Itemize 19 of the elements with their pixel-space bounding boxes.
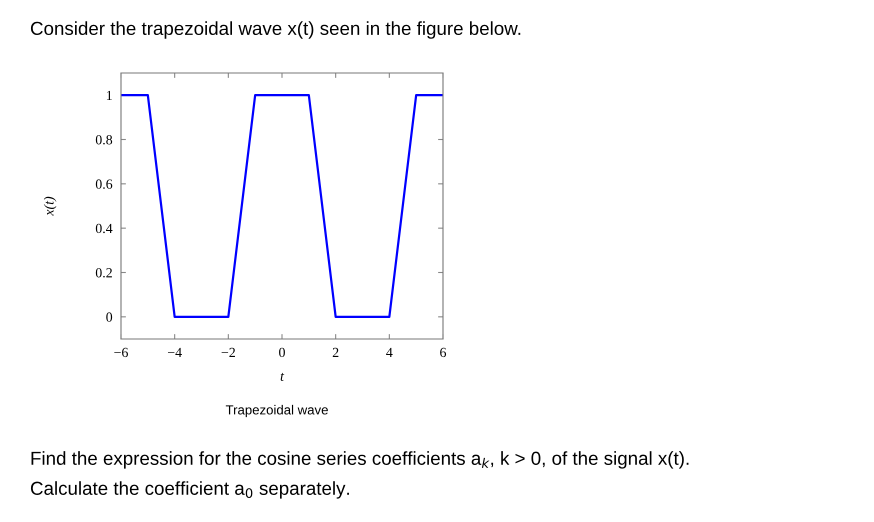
x-axis-title: t — [280, 372, 284, 381]
y-tick-label: 0.4 — [96, 224, 112, 234]
text: Trapezoidal wave — [226, 404, 328, 418]
chart-title: Consider the trapezoidal wave x(t) seen in the figure below. — [30, 21, 520, 39]
x-tick-label: 0 — [279, 348, 285, 358]
x-tick-label: 2 — [332, 348, 338, 357]
x-tick-label: −4 — [168, 348, 182, 357]
x-tick-label: 4 — [386, 348, 393, 357]
y-tick-label: 0 — [106, 312, 112, 322]
x-tick-label: 6 — [440, 348, 446, 358]
y-axis-title: x(t) — [44, 196, 56, 216]
text: Find the expression for the cosine series coefficients a$_{k}$, k > 0, of the signal x(t). — [32, 451, 688, 469]
text: Calculate the coefficient a$_{0}$ separately. — [30, 481, 349, 499]
y-tick-label: 0.8 — [96, 135, 112, 145]
x-tick-label: −6 — [114, 348, 128, 358]
y-tick-label: 0.6 — [96, 179, 112, 189]
y-tick-label: 0.2 — [96, 268, 112, 278]
x-tick-label: −2 — [222, 348, 235, 357]
y-tick-label: 1 — [106, 90, 112, 100]
